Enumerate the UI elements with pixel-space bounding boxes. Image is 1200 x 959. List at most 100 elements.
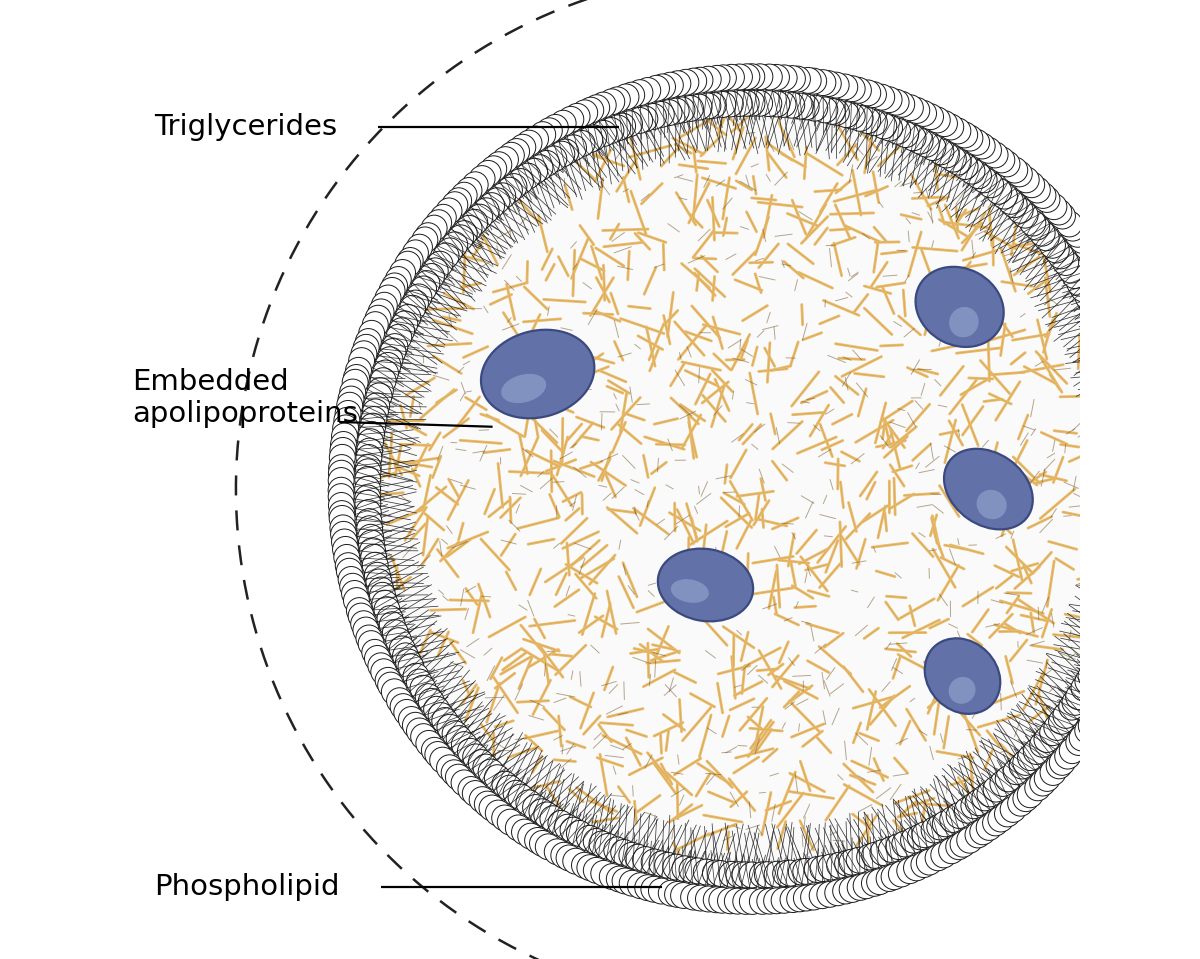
Circle shape bbox=[1030, 732, 1056, 758]
Circle shape bbox=[817, 881, 842, 907]
Circle shape bbox=[925, 845, 952, 871]
Circle shape bbox=[1013, 167, 1039, 193]
Circle shape bbox=[374, 596, 400, 622]
Circle shape bbox=[348, 603, 374, 629]
Circle shape bbox=[854, 107, 881, 133]
Circle shape bbox=[377, 347, 403, 373]
Circle shape bbox=[988, 807, 1014, 832]
Circle shape bbox=[655, 853, 680, 878]
Circle shape bbox=[355, 477, 380, 503]
Circle shape bbox=[475, 160, 502, 186]
Circle shape bbox=[997, 188, 1024, 214]
Circle shape bbox=[355, 455, 382, 480]
Circle shape bbox=[685, 858, 710, 884]
Circle shape bbox=[1001, 192, 1027, 218]
Circle shape bbox=[1117, 561, 1142, 587]
Circle shape bbox=[1025, 775, 1051, 801]
Circle shape bbox=[764, 91, 790, 117]
Circle shape bbox=[1124, 435, 1150, 461]
Circle shape bbox=[896, 857, 923, 883]
Circle shape bbox=[1130, 343, 1157, 369]
Circle shape bbox=[611, 839, 637, 865]
Circle shape bbox=[1043, 237, 1069, 263]
Circle shape bbox=[1069, 725, 1096, 751]
Circle shape bbox=[619, 842, 644, 868]
Circle shape bbox=[1075, 668, 1100, 694]
Circle shape bbox=[563, 849, 589, 875]
Circle shape bbox=[1120, 546, 1146, 572]
Circle shape bbox=[583, 857, 610, 883]
Circle shape bbox=[1007, 161, 1032, 187]
Circle shape bbox=[463, 744, 488, 770]
Circle shape bbox=[392, 643, 419, 668]
Circle shape bbox=[1146, 401, 1171, 427]
Circle shape bbox=[1116, 645, 1142, 671]
Circle shape bbox=[628, 80, 653, 105]
Circle shape bbox=[1153, 490, 1178, 516]
Circle shape bbox=[1078, 663, 1104, 689]
Circle shape bbox=[1091, 258, 1116, 284]
Circle shape bbox=[680, 68, 707, 94]
Circle shape bbox=[583, 95, 610, 121]
Circle shape bbox=[1151, 439, 1177, 465]
Circle shape bbox=[739, 862, 764, 888]
Circle shape bbox=[793, 94, 820, 120]
Circle shape bbox=[589, 831, 614, 857]
Circle shape bbox=[907, 129, 934, 154]
Circle shape bbox=[1044, 714, 1069, 740]
Circle shape bbox=[1002, 157, 1027, 183]
Circle shape bbox=[1066, 684, 1092, 710]
Circle shape bbox=[1013, 202, 1038, 228]
Circle shape bbox=[442, 721, 468, 747]
Circle shape bbox=[985, 178, 1012, 204]
Circle shape bbox=[361, 407, 386, 433]
Circle shape bbox=[756, 90, 781, 116]
Circle shape bbox=[1152, 498, 1178, 524]
Circle shape bbox=[358, 525, 384, 550]
Circle shape bbox=[613, 84, 638, 110]
Circle shape bbox=[1150, 422, 1175, 448]
Circle shape bbox=[934, 142, 959, 168]
Circle shape bbox=[746, 90, 773, 116]
Circle shape bbox=[1087, 700, 1112, 726]
Circle shape bbox=[1138, 589, 1163, 615]
Circle shape bbox=[1111, 369, 1138, 395]
Circle shape bbox=[710, 91, 736, 117]
Circle shape bbox=[982, 142, 1008, 168]
Circle shape bbox=[337, 392, 362, 418]
Circle shape bbox=[763, 64, 790, 90]
Circle shape bbox=[331, 522, 356, 548]
Circle shape bbox=[428, 703, 454, 729]
Circle shape bbox=[800, 68, 827, 94]
Circle shape bbox=[1148, 415, 1174, 441]
Circle shape bbox=[335, 401, 361, 427]
Circle shape bbox=[881, 864, 907, 890]
Circle shape bbox=[938, 114, 964, 140]
Circle shape bbox=[977, 814, 1002, 840]
Circle shape bbox=[1018, 782, 1043, 807]
Ellipse shape bbox=[925, 639, 1001, 713]
Circle shape bbox=[866, 869, 893, 895]
Circle shape bbox=[1133, 603, 1159, 629]
Circle shape bbox=[1109, 361, 1134, 386]
Circle shape bbox=[414, 270, 440, 296]
Ellipse shape bbox=[481, 330, 594, 418]
Circle shape bbox=[1105, 284, 1132, 310]
Circle shape bbox=[756, 64, 782, 90]
Circle shape bbox=[332, 536, 359, 562]
Circle shape bbox=[355, 490, 380, 516]
Circle shape bbox=[990, 770, 1016, 796]
Circle shape bbox=[778, 860, 804, 886]
Circle shape bbox=[389, 636, 415, 662]
Circle shape bbox=[648, 102, 674, 128]
Circle shape bbox=[605, 115, 631, 141]
Circle shape bbox=[402, 290, 428, 316]
Circle shape bbox=[625, 844, 650, 870]
Circle shape bbox=[619, 870, 646, 896]
Circle shape bbox=[834, 102, 859, 128]
Circle shape bbox=[1060, 215, 1086, 241]
Circle shape bbox=[372, 360, 398, 386]
Circle shape bbox=[695, 66, 721, 92]
Circle shape bbox=[632, 105, 658, 131]
Circle shape bbox=[649, 851, 674, 877]
